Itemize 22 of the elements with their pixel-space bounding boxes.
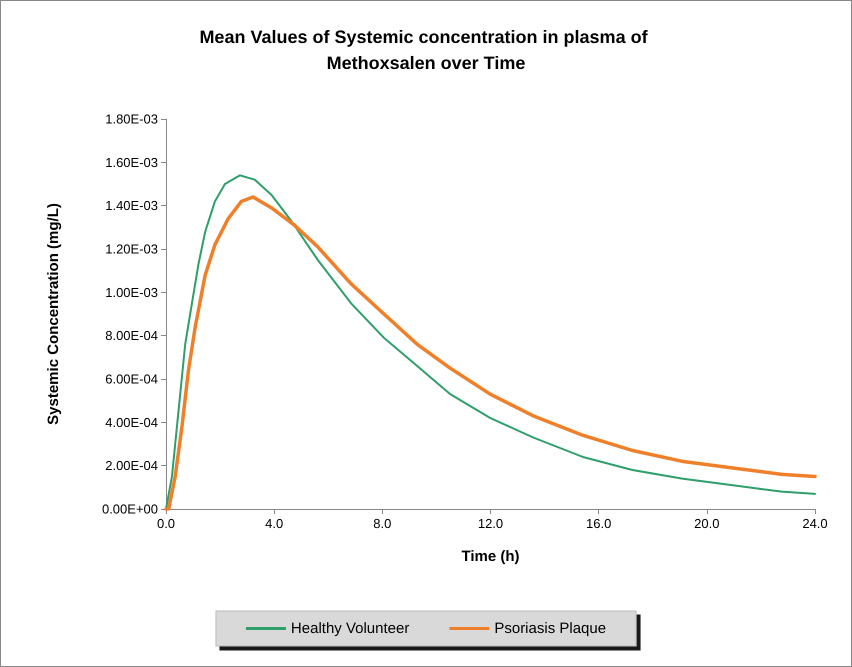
legend-label: Healthy Volunteer bbox=[290, 620, 410, 637]
x-tick-label: 24.0 bbox=[802, 516, 828, 531]
y-tick-label: 6.00E-04 bbox=[105, 372, 158, 386]
chart-title: Mean Values of Systemic concentration in plasma of Methoxsalen over Time bbox=[199, 27, 653, 73]
y-tick-label: 1.80E-03 bbox=[105, 112, 158, 126]
x-tick-label: 16.0 bbox=[586, 516, 612, 531]
y-tick-label: 1.40E-03 bbox=[105, 198, 158, 214]
y-tick-label: 1.60E-03 bbox=[105, 154, 158, 170]
x-tick-label: 8.0 bbox=[373, 516, 392, 531]
x-tick-label: 0.0 bbox=[156, 516, 176, 531]
y-tick-label: 2.00E-04 bbox=[105, 458, 158, 474]
y-axis-title: Systemic Concentration (mg/L) bbox=[45, 203, 62, 425]
legend-label: Psoriasis Plaque bbox=[494, 620, 606, 637]
x-tick-label: 20.0 bbox=[694, 516, 720, 531]
y-tick-label: 1.00E-03 bbox=[105, 284, 158, 300]
x-tick-label: 4.0 bbox=[265, 516, 284, 531]
y-tick-label: 8.00E-04 bbox=[105, 328, 158, 344]
y-tick-label: 0.00E+00 bbox=[102, 502, 158, 516]
x-tick-label: 12.0 bbox=[478, 516, 504, 531]
y-tick-label: 1.20E-03 bbox=[105, 242, 158, 256]
x-axis-title: Time (h) bbox=[461, 548, 520, 565]
y-tick-label: 4.00E-04 bbox=[105, 414, 158, 430]
